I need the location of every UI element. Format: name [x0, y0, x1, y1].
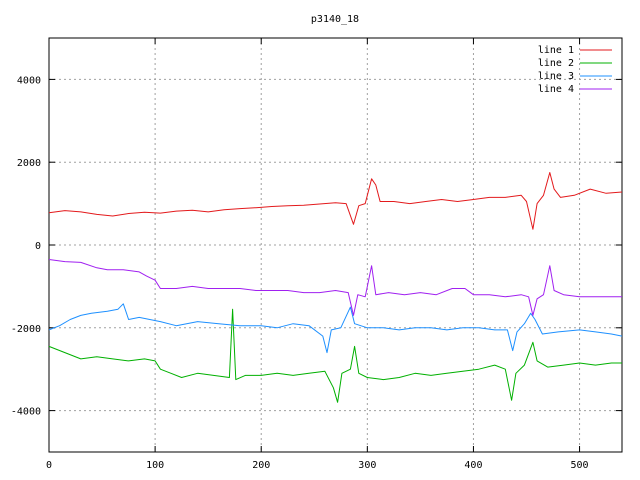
grid — [49, 38, 622, 452]
y-tick-label: 0 — [35, 241, 41, 252]
y-tick-label: -4000 — [11, 407, 41, 418]
y-tick-label: -2000 — [11, 324, 41, 335]
legend: line 1 line 2 line 3 line 4 — [538, 45, 612, 95]
series-group — [48, 172, 623, 403]
x-tick-label: 300 — [358, 460, 376, 471]
series-line-3 — [48, 303, 623, 354]
legend-label: line 4 — [538, 84, 574, 95]
series-line-1 — [48, 172, 623, 230]
chart-title: p3140_18 — [311, 14, 359, 25]
x-tick-label: 100 — [146, 460, 164, 471]
x-tick-label: 400 — [464, 460, 482, 471]
y-tick-label: 4000 — [17, 75, 41, 86]
x-tick-label: 200 — [252, 460, 270, 471]
series-line-4 — [48, 259, 622, 316]
y-tick-label: 2000 — [17, 158, 41, 169]
legend-label: line 2 — [538, 58, 574, 69]
legend-label: line 1 — [538, 45, 574, 56]
legend-label: line 3 — [538, 71, 574, 82]
series-line-2 — [48, 308, 622, 403]
axis-ticks: 0 100 200 300 400 500 -4000 -2000 0 2000 4000 — [11, 38, 622, 471]
x-tick-label: 0 — [46, 460, 52, 471]
x-tick-label: 500 — [571, 460, 589, 471]
